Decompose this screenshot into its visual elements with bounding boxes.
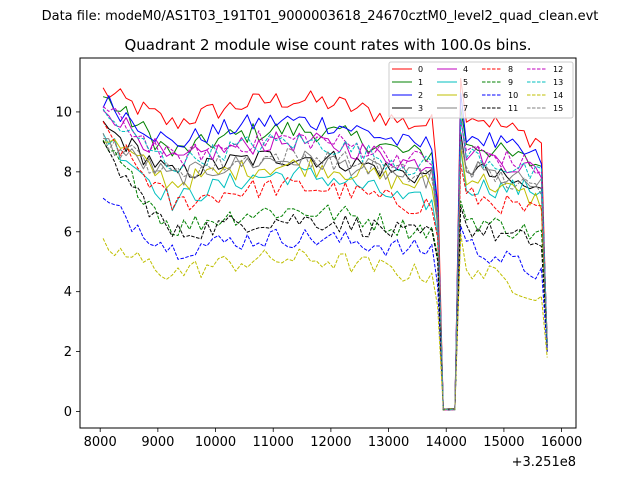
x-tick-label: 12000 (310, 435, 351, 450)
x-tick-label: 15000 (483, 435, 524, 450)
y-tick-label: 2 (64, 345, 72, 360)
figure-suptitle: Data file: modeM0/AS1T03_191T01_90000036… (42, 9, 599, 24)
series-7-line (103, 137, 548, 410)
series-15-line (102, 133, 548, 410)
x-tick-label: 14000 (426, 435, 467, 450)
y-axis-ticks: 0 2 4 6 8 10 (55, 105, 80, 420)
series-1-line (102, 96, 548, 410)
y-tick-label: 8 (64, 165, 72, 180)
series-14-line (102, 233, 548, 410)
series-9-line (102, 139, 548, 411)
series-11-line (102, 141, 548, 411)
legend-label-15: 15 (553, 104, 563, 113)
y-tick-label: 10 (55, 105, 72, 120)
series-layer (102, 78, 548, 411)
legend-label-9: 9 (508, 78, 513, 87)
legend-label-3: 3 (418, 104, 423, 113)
y-tick-label: 6 (64, 225, 72, 240)
x-tick-label: 10000 (195, 435, 236, 450)
series-13-line (102, 108, 548, 411)
series-12-line (102, 106, 548, 410)
chart-title: Quadrant 2 module wise count rates with … (124, 36, 531, 54)
series-0-line (102, 78, 548, 411)
y-tick-label: 0 (64, 405, 72, 420)
x-tick-label: 16000 (541, 435, 582, 450)
legend-label-13: 13 (553, 78, 563, 87)
x-tick-label: 13000 (368, 435, 409, 450)
legend-label-1: 1 (418, 78, 423, 87)
legend-label-6: 6 (463, 91, 468, 100)
legend-label-5: 5 (463, 78, 468, 87)
legend-frame (388, 61, 574, 119)
series-5-line (102, 133, 548, 411)
legend-label-2: 2 (418, 91, 423, 100)
legend-label-8: 8 (508, 65, 513, 74)
x-tick-label: 11000 (253, 435, 294, 450)
legend-label-10: 10 (508, 91, 518, 100)
legend-label-14: 14 (553, 91, 563, 100)
legend-label-11: 11 (508, 104, 518, 113)
x-tick-label: 9000 (141, 435, 174, 450)
series-4-line (102, 110, 548, 411)
axes-frame (79, 57, 577, 429)
series-2-line (102, 92, 548, 410)
y-tick-label: 4 (64, 285, 72, 300)
legend-label-7: 7 (463, 104, 468, 113)
x-axis-offset-label: +3.251e8 (512, 455, 576, 470)
legend-label-12: 12 (553, 65, 563, 74)
series-8-line (102, 121, 548, 411)
series-6-line (103, 138, 548, 411)
x-axis-ticks: 8000 9000 10000 11000 12000 13000 14000 15000 16… (84, 428, 582, 450)
legend-label-0: 0 (418, 65, 423, 74)
series-10-line (102, 197, 548, 410)
legend-label-4: 4 (463, 65, 468, 74)
x-tick-label: 8000 (84, 435, 117, 450)
